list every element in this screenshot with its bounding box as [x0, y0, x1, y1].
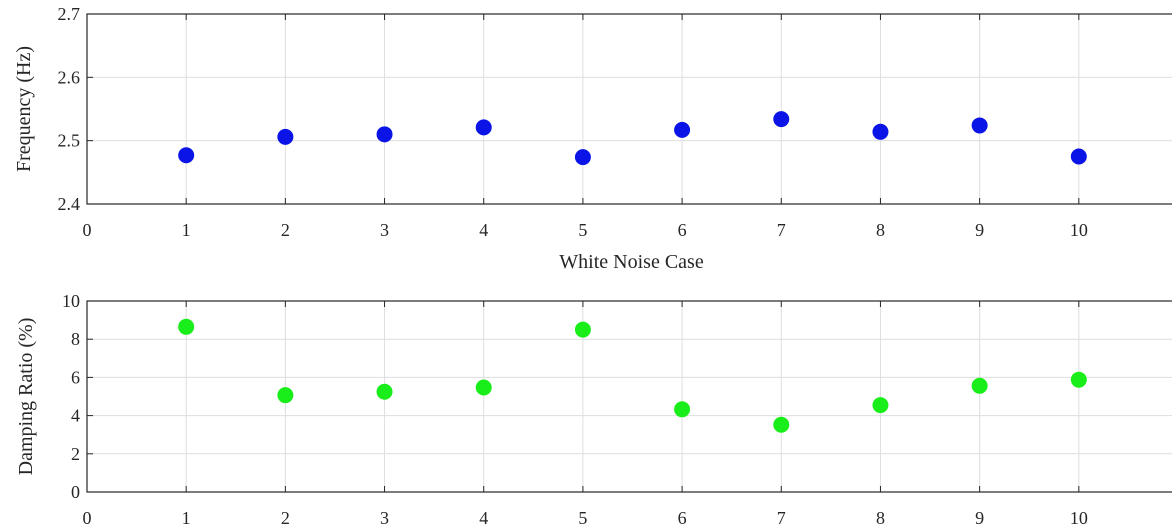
plot-frame — [86, 13, 1172, 205]
x-tick-label: 0 — [83, 508, 92, 528]
x-tick-label: 10 — [1070, 220, 1088, 240]
data-point — [773, 111, 790, 128]
y-tick-label: 0 — [71, 482, 80, 502]
x-tick-label: 1 — [182, 220, 191, 240]
data-point — [277, 387, 294, 404]
x-tick-label: 4 — [479, 220, 488, 240]
x-tick-label: 9 — [975, 508, 984, 528]
y-axis-label: Frequency (Hz) — [13, 46, 35, 172]
x-tick-label: 6 — [678, 508, 687, 528]
data-point — [1070, 371, 1087, 388]
frequency-panel: 0 1 2 3 4 5 6 7 8 9 10 2.4 2.5 2.6 2.7 White Noise Case… — [13, 4, 1172, 273]
y-tick-label: 2 — [71, 444, 80, 464]
x-tick-label: 4 — [479, 508, 488, 528]
x-tick-label: 5 — [578, 508, 587, 528]
plot-frame — [86, 300, 1172, 493]
x-tick-label: 2 — [281, 508, 290, 528]
x-tick-label: 5 — [578, 220, 587, 240]
x-tick-label: 6 — [678, 220, 687, 240]
data-point — [178, 147, 195, 164]
x-tick-label: 2 — [281, 220, 290, 240]
y-axis-label: Damping Ratio (%) — [15, 318, 37, 476]
data-point — [674, 401, 691, 418]
data-point — [574, 149, 591, 166]
data-point — [1070, 148, 1087, 165]
x-tick-label: 3 — [380, 508, 389, 528]
y-tick-label: 2.6 — [58, 67, 81, 87]
data-point — [971, 377, 988, 394]
data-point — [574, 321, 591, 338]
x-tick-label: 3 — [380, 220, 389, 240]
y-tick-label: 4 — [71, 406, 80, 426]
x-tick-label: 0 — [83, 220, 92, 240]
data-point — [178, 318, 195, 335]
data-point — [475, 119, 492, 136]
y-tick-label: 6 — [71, 367, 80, 387]
data-point — [773, 416, 790, 433]
x-tick-label: 9 — [975, 220, 984, 240]
x-tick-label: 10 — [1070, 508, 1088, 528]
x-axis-label: White Noise Case — [559, 251, 704, 273]
y-tick-label: 2.5 — [58, 131, 81, 151]
y-tick-label: 2.7 — [58, 4, 81, 24]
data-point — [971, 117, 988, 134]
data-point — [277, 128, 294, 145]
x-tick-label: 8 — [876, 508, 885, 528]
data-point — [872, 123, 889, 140]
data-point — [376, 383, 393, 400]
x-tick-label: 1 — [182, 508, 191, 528]
x-tick-label: 7 — [777, 508, 786, 528]
damping-ratio-panel: 0 1 2 3 4 5 6 7 8 9 10 0 2 4 6 8 10 Damping Ratio (%) — [15, 291, 1172, 528]
y-tick-label: 8 — [71, 329, 80, 349]
data-point — [872, 397, 889, 414]
x-tick-label: 7 — [777, 220, 786, 240]
data-point — [674, 121, 691, 138]
y-tick-label: 10 — [62, 291, 80, 311]
data-point — [376, 126, 393, 143]
y-tick-label: 2.4 — [58, 194, 81, 214]
data-point — [475, 379, 492, 396]
x-tick-label: 8 — [876, 220, 885, 240]
